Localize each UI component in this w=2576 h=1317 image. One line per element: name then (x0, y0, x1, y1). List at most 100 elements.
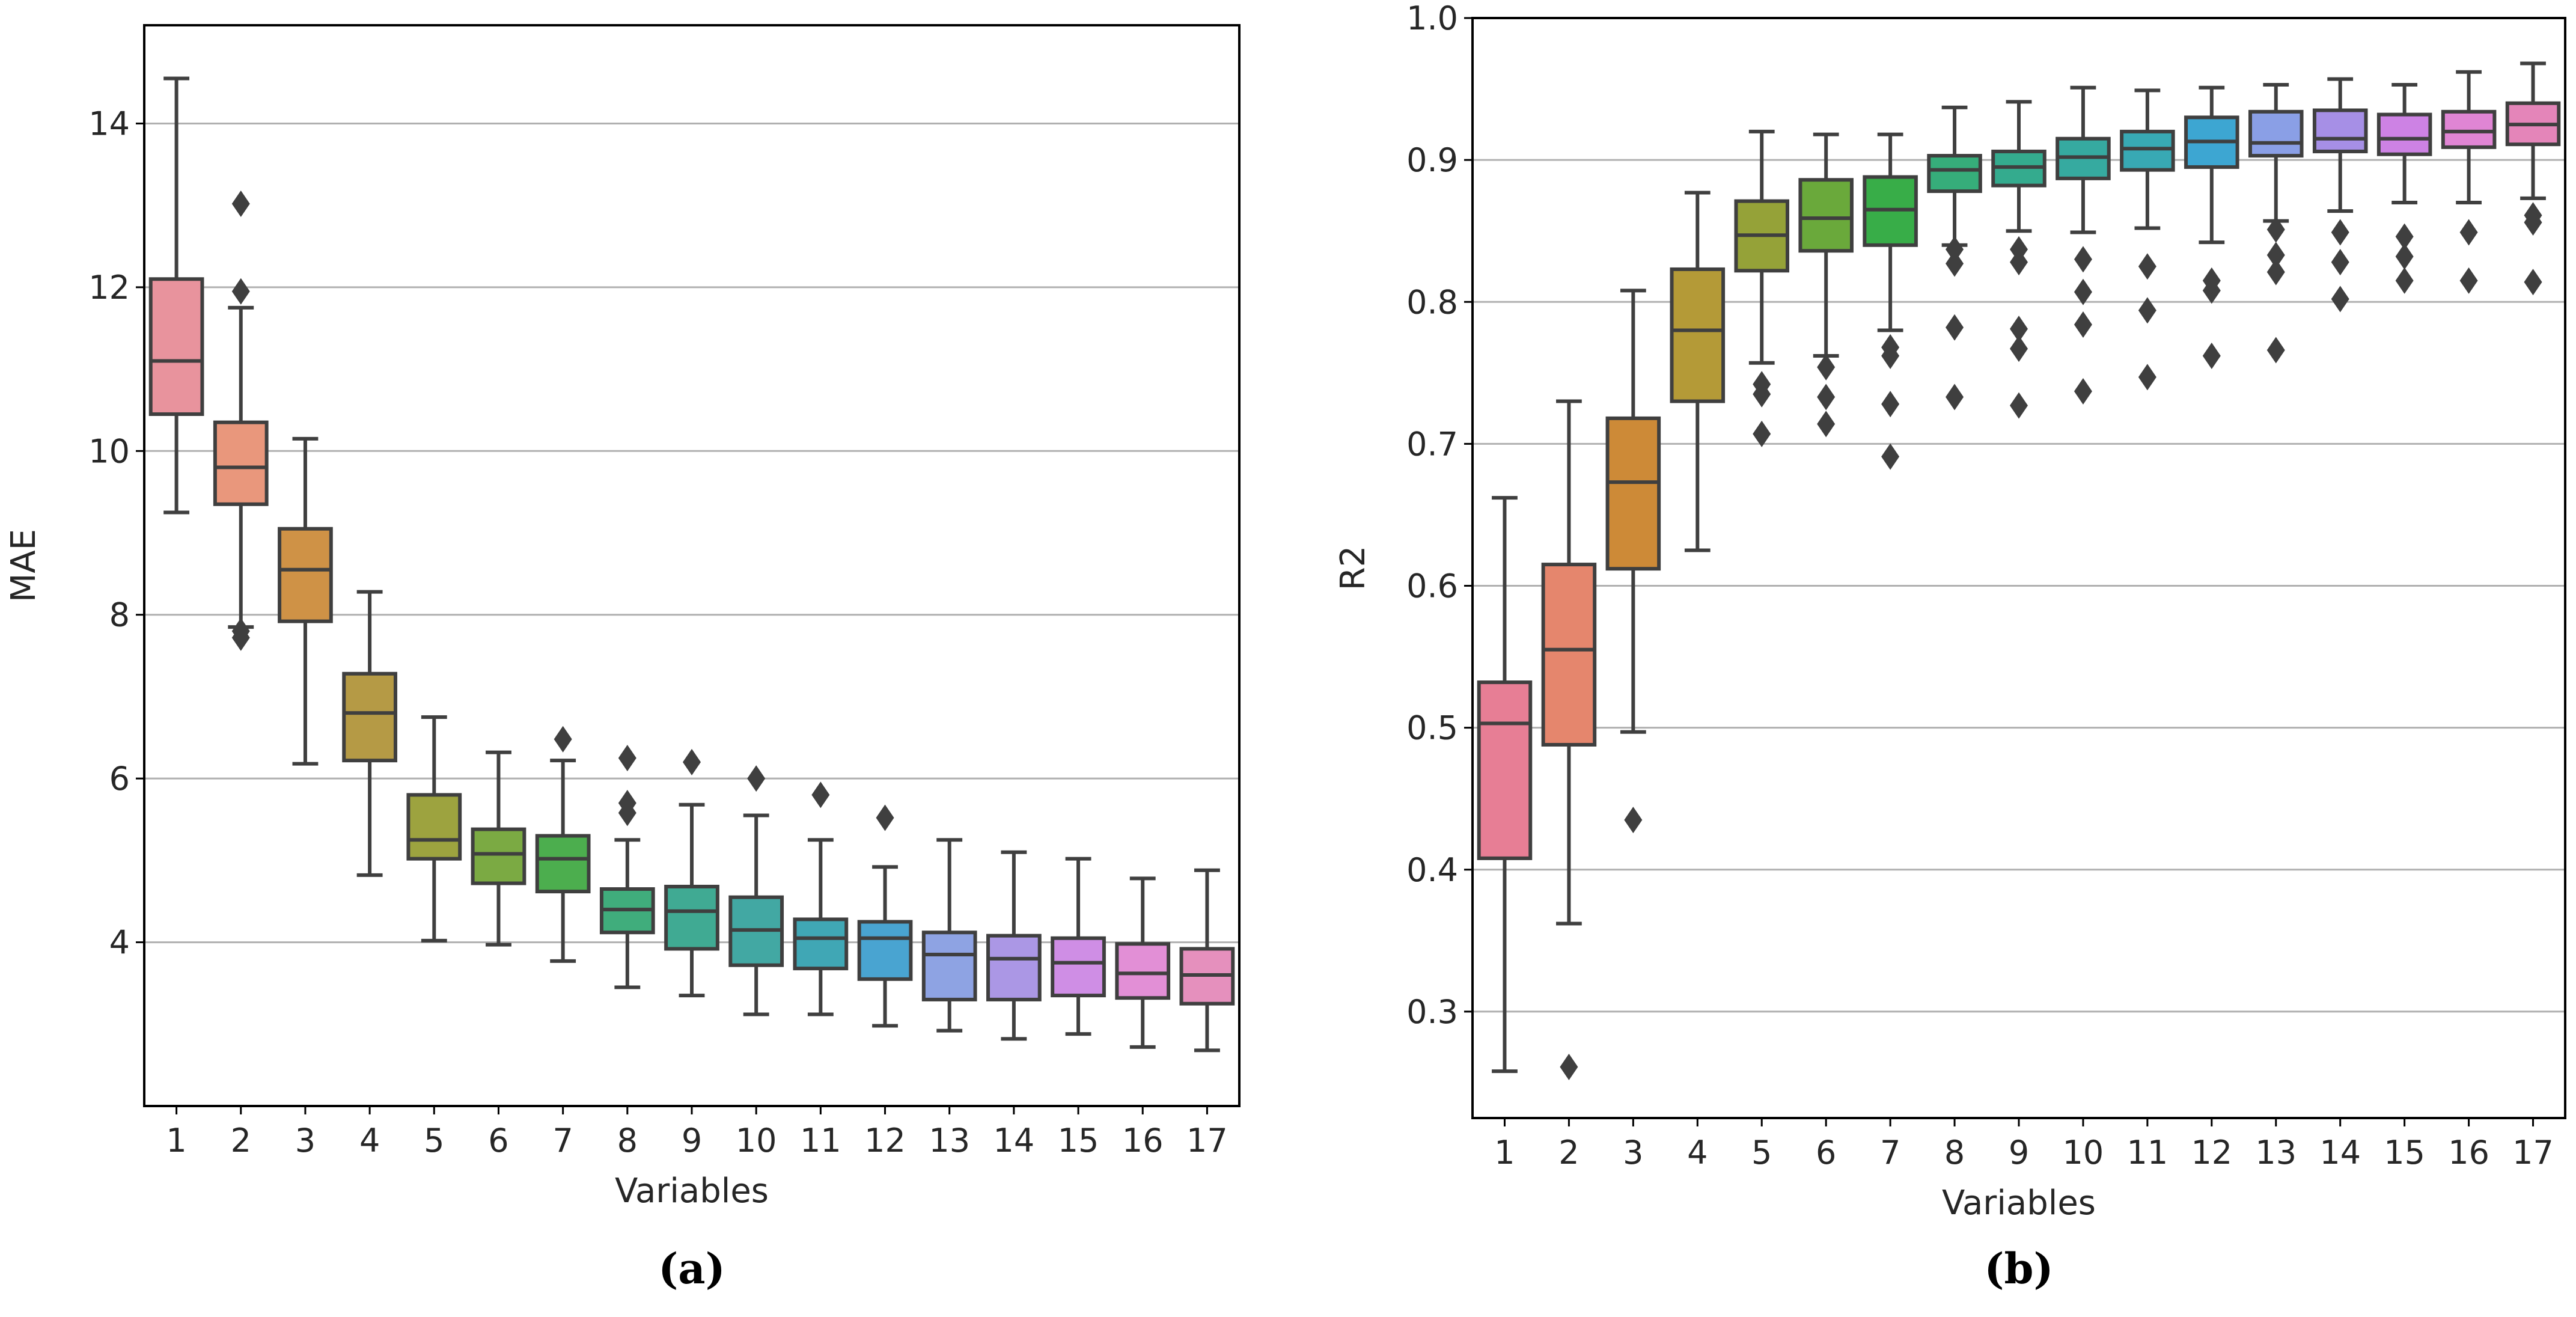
y-tick-label: 10 (88, 432, 130, 470)
y-tick-label: 8 (109, 596, 130, 634)
x-tick-label: 14 (2319, 1134, 2361, 1172)
outlier-marker (811, 781, 830, 808)
x-tick-label: 2 (1558, 1134, 1579, 1172)
iqr-box (2441, 109, 2497, 149)
y-axis: 0.3 0.4 0.5 0.6 0.7 0.8 0.9 1.0 (1406, 0, 1473, 1031)
outlier-marker (2395, 243, 2414, 270)
outlier-marker (2331, 219, 2349, 246)
iqr-box (986, 934, 1042, 1001)
outlier-marker (1946, 236, 1964, 263)
iqr-box (342, 671, 397, 763)
y-tick-label: 1.0 (1406, 0, 1458, 37)
outlier-marker (1817, 353, 1836, 380)
outlier-marker (1881, 334, 1900, 361)
box-7 (535, 726, 591, 963)
y-tick-label: 4 (109, 924, 130, 962)
y-tick-label: 12 (88, 269, 130, 307)
x-tick-label: 13 (2255, 1134, 2297, 1172)
box-3 (278, 436, 333, 766)
outlier-marker (1817, 383, 1836, 411)
box-10 (728, 765, 784, 1016)
r2-boxplot-panel: 0.30.40.50.60.70.80.91.0 1 2 3 4 5 6 7 8 9 10 11 12… (1334, 0, 2566, 1294)
x-tick-label: 4 (1687, 1134, 1708, 1172)
x-axis-label: Variables (1942, 1184, 2096, 1223)
outlier-marker (618, 745, 636, 772)
x-tick-label: 7 (1880, 1134, 1900, 1172)
box-3 (1605, 289, 1661, 834)
x-tick-label: 10 (736, 1122, 777, 1160)
panel-label: (a) (658, 1244, 725, 1294)
outlier-marker (1946, 383, 1964, 411)
box-1 (148, 76, 204, 515)
outlier-marker (2266, 337, 2285, 364)
iqr-box (664, 884, 719, 951)
x-tick-label: 15 (2384, 1134, 2425, 1172)
outlier-marker (231, 617, 250, 644)
iqr-box (921, 930, 977, 1001)
box-11 (2120, 88, 2175, 391)
iqr-box (1051, 936, 1106, 998)
box-9 (664, 748, 719, 998)
box-17 (1179, 868, 1235, 1053)
x-tick-label: 3 (295, 1122, 316, 1160)
y-tick-label: 0.3 (1406, 993, 1458, 1031)
box-15 (2376, 82, 2432, 294)
x-tick-label: 6 (488, 1122, 508, 1160)
iqr-box (2312, 108, 2368, 153)
outlier-marker (2459, 267, 2478, 294)
box-15 (1051, 857, 1106, 1036)
x-axis: 1 2 3 4 5 6 7 8 9 10 11 12 13 14 15 16 17 (1494, 1118, 2554, 1172)
y-tick-label: 0.7 (1406, 425, 1458, 463)
x-axis-label: Variables (615, 1172, 769, 1211)
outlier-marker (231, 278, 250, 305)
outlier-marker (1881, 391, 1900, 418)
outlier-marker (1560, 1053, 1578, 1080)
outlier-marker (683, 748, 701, 775)
x-axis: 1 2 3 4 5 6 7 8 9 10 11 12 13 14 15 16 17 (166, 1106, 1228, 1160)
outlier-marker (2459, 219, 2478, 246)
y-tick-label: 0.9 (1406, 141, 1458, 179)
outlier-marker (1817, 411, 1836, 438)
outlier-marker (231, 190, 250, 217)
x-tick-label: 9 (682, 1122, 702, 1160)
box-8 (1927, 105, 1982, 411)
x-tick-label: 14 (993, 1122, 1035, 1160)
outlier-marker (2138, 364, 2156, 391)
x-tick-label: 15 (1058, 1122, 1099, 1160)
outlier-marker (2010, 316, 2028, 343)
box-7 (1863, 132, 1918, 470)
outlier-marker (1753, 371, 1771, 398)
iqr-box (2120, 129, 2175, 172)
box-6 (1798, 132, 1854, 438)
outlier-marker (2010, 236, 2028, 263)
box-4 (1670, 191, 1726, 552)
x-tick-label: 3 (1623, 1134, 1643, 1172)
x-tick-label: 17 (2512, 1134, 2554, 1172)
iqr-box (1927, 154, 1982, 194)
iqr-box (1670, 267, 1726, 403)
iqr-box (1477, 680, 1533, 860)
y-tick-label: 0.5 (1406, 709, 1458, 747)
outlier-marker (554, 726, 572, 753)
box-13 (2248, 82, 2304, 364)
iqr-box (793, 917, 849, 971)
outlier-marker (747, 765, 766, 792)
box-5 (1734, 129, 1790, 447)
outlier-marker (2074, 278, 2092, 305)
x-tick-label: 11 (800, 1122, 841, 1160)
y-tick-label: 14 (88, 105, 130, 142)
outlier-marker (2266, 216, 2285, 243)
box-16 (1115, 876, 1171, 1049)
x-tick-label: 11 (2127, 1134, 2169, 1172)
outlier-marker (1881, 443, 1900, 470)
outlier-marker (2331, 286, 2349, 313)
box-1 (1477, 496, 1533, 1074)
box-16 (2441, 70, 2497, 294)
outlier-marker (1624, 807, 1643, 834)
box-6 (471, 750, 526, 947)
x-tick-label: 16 (1122, 1122, 1164, 1160)
box-5 (406, 715, 462, 943)
outlier-marker (2202, 342, 2221, 369)
